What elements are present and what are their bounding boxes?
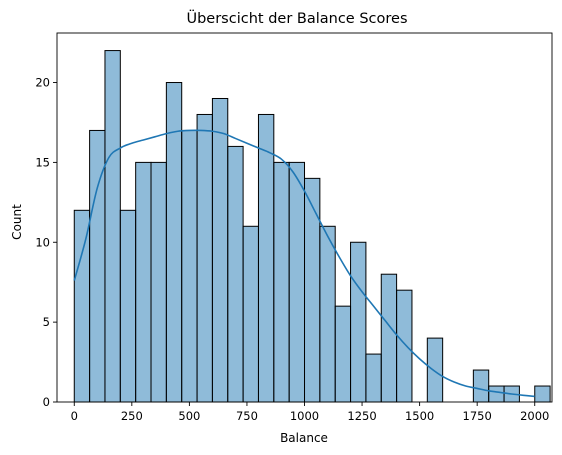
y-axis-label: Count bbox=[10, 204, 24, 240]
y-axis: 0 5 10 15 20 bbox=[35, 76, 57, 409]
histogram-bar bbox=[334, 305, 352, 403]
histogram-bar bbox=[196, 113, 213, 403]
x-tick-label: 750 bbox=[236, 409, 258, 423]
histogram-bar bbox=[73, 209, 91, 403]
histogram-bar bbox=[150, 161, 167, 403]
y-tick-label: 10 bbox=[35, 235, 50, 249]
y-tick-label: 20 bbox=[35, 76, 50, 90]
histogram-bar bbox=[227, 145, 244, 403]
histogram-bar bbox=[426, 337, 444, 403]
x-tick-label: 1250 bbox=[347, 409, 376, 423]
x-axis: 0 250 500 750 1000 1250 1500 1750 2000 bbox=[71, 402, 549, 423]
histogram-bar bbox=[319, 225, 336, 403]
histogram-bar bbox=[380, 273, 398, 403]
histogram-bar bbox=[181, 129, 198, 403]
chart-title: Überscicht der Balance Scores bbox=[186, 9, 407, 27]
y-tick-label: 5 bbox=[43, 315, 50, 329]
histogram-bar bbox=[288, 161, 306, 403]
x-tick-label: 1750 bbox=[463, 409, 492, 423]
histogram-bar bbox=[104, 50, 121, 403]
x-axis-label: Balance bbox=[280, 431, 328, 445]
histogram-bar bbox=[350, 241, 367, 403]
histogram-bar bbox=[488, 385, 505, 403]
histogram-bar bbox=[242, 225, 259, 403]
histogram-bar bbox=[211, 97, 229, 403]
histogram-bar bbox=[119, 209, 137, 403]
histogram-bar bbox=[472, 369, 490, 403]
kde-line bbox=[73, 129, 535, 398]
histogram-bar bbox=[257, 113, 275, 403]
y-tick-label: 15 bbox=[35, 155, 50, 169]
bars-group bbox=[73, 50, 551, 403]
histogram-bar bbox=[135, 161, 152, 403]
x-tick-label: 1500 bbox=[405, 409, 434, 423]
x-tick-label: 250 bbox=[121, 409, 143, 423]
x-tick-label: 0 bbox=[71, 409, 78, 423]
histogram-bar bbox=[396, 289, 413, 403]
x-tick-label: 2000 bbox=[520, 409, 549, 423]
histogram-bar bbox=[273, 161, 290, 403]
histogram-bar bbox=[304, 177, 321, 403]
x-tick-label: 1000 bbox=[290, 409, 319, 423]
histogram-bar bbox=[365, 353, 382, 403]
histogram-bar bbox=[534, 385, 551, 403]
plot-frame bbox=[56, 32, 553, 403]
y-tick-label: 0 bbox=[43, 395, 50, 409]
x-tick-label: 500 bbox=[178, 409, 200, 423]
